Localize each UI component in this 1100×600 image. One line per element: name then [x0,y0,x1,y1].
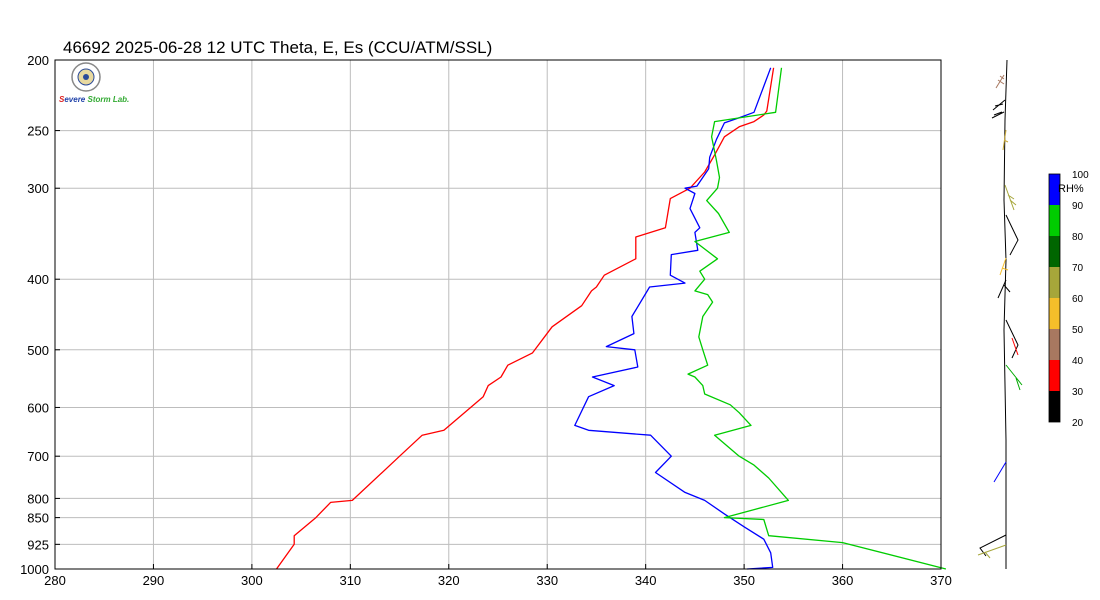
x-tick-label-1: 290 [143,573,165,588]
rh-colorbar: 100 90 80 70 60 50 40 30 20 [1048,170,1089,429]
wind-barb-1000b [977,544,1007,559]
wind-barb-upper [995,74,1005,89]
wind-barb-300 [991,111,1005,119]
x-tick-label-8: 360 [832,573,854,588]
x-tick-label-4: 320 [438,573,460,588]
colorbar-tick-7: 30 [1072,387,1084,398]
logo-text: Severe Storm Lab. [59,95,129,104]
x-axis: 280 290 300 310 320 330 340 350 360 370 [44,564,952,588]
y-tick-label-2: 300 [27,181,49,196]
y-tick-label-9: 925 [27,537,49,552]
wind-barb-850 [993,461,1007,483]
wind-profile-line [1003,59,1008,569]
colorbar-segment-5 [1049,329,1060,360]
wind-barb-250 [992,99,1006,111]
grid-lines [55,60,941,569]
colorbar-tick-8: 20 [1072,418,1084,429]
chart-title: 46692 2025-06-28 12 UTC Theta, E, Es (CC… [63,38,492,57]
colorbar-tick-3: 70 [1072,263,1084,274]
x-tick-label-7: 350 [733,573,755,588]
y-tick-label-10: 1000 [20,562,49,577]
colorbar-segment-6 [1049,360,1060,391]
colorbar-tick-2: 80 [1072,232,1084,243]
y-tick-label-7: 800 [27,491,49,506]
y-tick-label-1: 250 [27,124,49,139]
colorbar-frame [1048,173,1061,423]
series-line-theta [275,67,775,570]
wind-barb-550 [999,257,1009,276]
colorbar-segment-3 [1049,267,1060,298]
colorbar-tick-0: 100 [1072,170,1089,181]
x-tick-label-2: 300 [241,573,263,588]
logo-seal-core [83,74,89,80]
wind-barb-panel [977,59,1023,569]
wind-barb-600 [997,279,1011,299]
y-tick-label-4: 500 [27,343,49,358]
wind-barb-700 [1005,364,1023,391]
colorbar-tick-5: 50 [1072,325,1084,336]
y-tick-label-6: 700 [27,449,49,464]
colorbar-segment-4 [1049,298,1060,329]
colorbar-segment-7 [1049,391,1060,422]
wind-barb-450 [1004,184,1017,211]
colorbar-segment-0 [1049,174,1060,205]
colorbar-label: RH% [1058,183,1084,195]
lab-logo: Severe Storm Lab. [59,62,129,104]
x-tick-label-0: 280 [44,573,66,588]
colorbar-segment-1 [1049,205,1060,236]
wind-barb-350 [1002,129,1009,151]
colorbar-tick-4: 60 [1072,294,1084,305]
series-group [275,67,947,570]
y-axis: 200 250 300 400 500 600 700 800 850 925 1000 [20,53,60,577]
y-tick-label-8: 850 [27,511,49,526]
y-tick-label-3: 400 [27,272,49,287]
wind-barb-500 [1005,214,1019,256]
wind-barb-650-red [1011,337,1019,356]
x-tick-label-6: 340 [635,573,657,588]
colorbar-tick-1: 90 [1072,201,1084,212]
series-line-es [687,67,947,570]
y-tick-label-0: 200 [27,53,49,68]
colorbar-segment-2 [1049,236,1060,267]
colorbar-tick-6: 40 [1072,356,1084,367]
series-line-e [574,67,774,570]
wind-barb-650 [1005,319,1019,359]
x-tick-label-9: 370 [930,573,952,588]
plot-frame [54,59,942,570]
y-tick-label-5: 600 [27,400,49,415]
x-tick-label-5: 330 [536,573,558,588]
x-tick-label-3: 310 [339,573,361,588]
